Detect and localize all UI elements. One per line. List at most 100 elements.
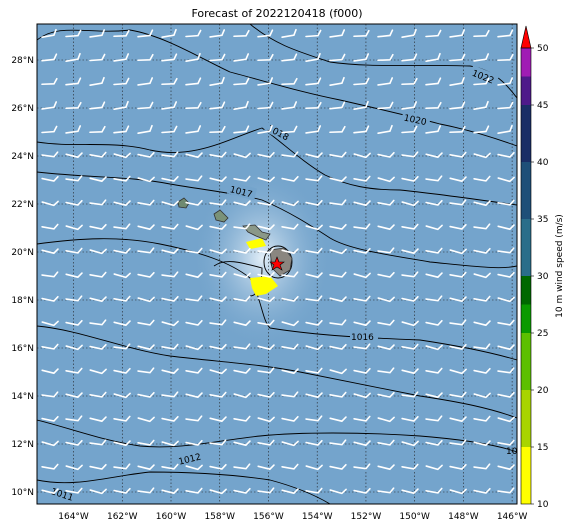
wind-barb — [257, 344, 275, 351]
wind-barb — [377, 296, 395, 303]
wind-barb — [449, 343, 467, 350]
colorbar-tick: 45 — [537, 101, 548, 111]
wind-barb — [161, 151, 179, 158]
wind-barb — [473, 100, 489, 111]
wind-barb — [137, 391, 155, 398]
wind-barb — [473, 247, 491, 254]
wind-barb — [497, 367, 515, 374]
wind-barb — [353, 247, 371, 254]
colorbar-label: 10 m wind speed (m/s) — [555, 214, 565, 318]
wind-barb — [65, 175, 83, 182]
wind-barb — [281, 320, 299, 327]
wind-barb — [41, 53, 58, 62]
latitude-labels: 28°N 26°N 24°N 22°N 20°N 18°N 16°N 14°N 12°N 10°N — [11, 56, 34, 498]
lat-label: 18°N — [11, 296, 34, 306]
wind-barb — [65, 224, 83, 231]
wind-barb — [281, 271, 299, 278]
wind-barb — [137, 176, 155, 183]
wind-barb — [329, 296, 347, 303]
wind-barb — [41, 200, 59, 207]
wind-barb — [89, 199, 107, 206]
wind-barb — [305, 175, 323, 182]
wind-barb — [425, 77, 442, 86]
wind-barb — [353, 53, 370, 62]
wind-barb — [257, 29, 274, 38]
wind-barb — [137, 439, 155, 446]
wind-barb — [65, 101, 82, 110]
wind-barb — [209, 125, 226, 134]
wind-barb — [161, 200, 179, 207]
wind-barb — [305, 487, 323, 494]
wind-barb — [377, 391, 395, 398]
wind-barb — [305, 415, 323, 422]
wind-barb — [497, 53, 514, 62]
wind-barb — [209, 391, 227, 398]
wind-barb — [257, 224, 275, 231]
wind-barb — [137, 296, 155, 303]
wind-barb — [425, 464, 443, 471]
wind-barb — [209, 439, 227, 446]
wind-barb — [377, 199, 395, 206]
wind-barb — [89, 176, 107, 183]
wind-barb — [329, 223, 347, 230]
wind-barb — [425, 224, 443, 231]
wind-barb — [65, 487, 83, 494]
colorbar-tick: 15 — [537, 443, 548, 453]
wind-barb — [305, 367, 323, 374]
wind-barb — [401, 223, 419, 230]
wind-barb — [401, 343, 419, 350]
island-oahu — [213, 209, 229, 223]
wind-barb — [353, 392, 371, 399]
wind-barb — [329, 343, 347, 350]
wind-barb — [497, 29, 514, 38]
wind-barb — [281, 200, 299, 207]
wind-barb — [305, 272, 323, 279]
wind-barb — [425, 295, 443, 302]
wind-barb — [185, 367, 203, 374]
colorbar-band — [521, 219, 531, 276]
wind-barb — [449, 176, 467, 183]
wind-barb — [257, 151, 275, 158]
wind-barb — [497, 199, 515, 206]
wind-barb — [257, 176, 275, 183]
wind-barb — [497, 487, 515, 494]
wind-barb — [65, 152, 83, 159]
wind-barb — [209, 199, 227, 206]
wind-barb — [353, 125, 370, 134]
wind-barb — [209, 488, 227, 495]
wind-barb — [41, 368, 59, 375]
lat-label: 14°N — [11, 392, 34, 402]
lon-label: 146°W — [497, 512, 528, 522]
wind-barb — [449, 151, 467, 158]
contour-1020 — [37, 29, 517, 147]
wind-barb — [233, 415, 251, 422]
wind-barb — [329, 271, 347, 278]
wind-barb — [425, 247, 443, 254]
wind-barb — [305, 199, 323, 206]
colorbar-tick: 25 — [537, 329, 548, 339]
wind-barb — [473, 440, 491, 447]
lon-label: 164°W — [58, 512, 89, 522]
wind-barb — [89, 76, 105, 87]
wind-barb — [233, 463, 251, 470]
wind-barb — [329, 488, 347, 495]
wind-barb — [161, 101, 178, 110]
wind-barb — [473, 29, 490, 38]
wind-barb — [233, 125, 250, 134]
wind-barb — [473, 125, 490, 134]
wind-barb — [497, 344, 515, 351]
lat-label: 24°N — [11, 152, 34, 162]
contour-1016-south — [37, 325, 517, 419]
wind-barb — [353, 175, 371, 182]
wind-barb — [497, 77, 514, 86]
wind-barb — [233, 367, 251, 374]
wind-barb — [161, 320, 179, 327]
wind-barb — [449, 29, 466, 38]
wind-barb — [329, 391, 347, 398]
lat-label: 20°N — [11, 248, 34, 258]
wind-barb — [449, 368, 467, 375]
wind-barb — [113, 487, 131, 494]
wind-barb — [185, 29, 202, 38]
wind-barb — [41, 320, 59, 327]
wind-barb — [185, 101, 202, 110]
